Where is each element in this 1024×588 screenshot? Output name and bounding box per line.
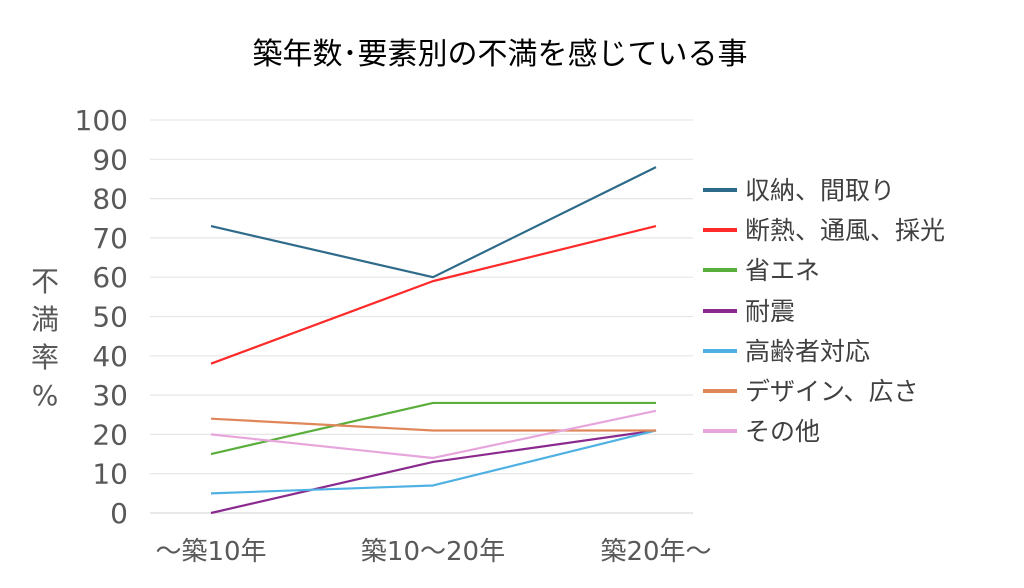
- x-tick-label: 築10～20年: [361, 537, 505, 567]
- legend: 収納、間取り 断熱、通風、採光 省エネ 耐震 高齢者対応 デザイン、広さ その他: [703, 176, 945, 446]
- series-line: [210, 166, 657, 279]
- series-line: [210, 409, 657, 460]
- y-tick-label: 70: [92, 222, 128, 255]
- legend-label: デザイン、広さ: [745, 377, 919, 406]
- grid-lines: [150, 119, 693, 514]
- legend-item: デザイン、広さ: [703, 377, 919, 406]
- y-tick-label: 40: [92, 340, 128, 373]
- legend-item: 断熱、通風、採光: [703, 216, 945, 245]
- y-axis-label-char: 率: [31, 341, 59, 374]
- y-axis-label-char: 満: [31, 303, 59, 336]
- legend-item: その他: [703, 417, 820, 446]
- y-tick-label: 60: [92, 261, 128, 294]
- y-axis-label-char: 不: [31, 265, 59, 298]
- y-tick-label: 80: [92, 183, 128, 216]
- legend-item: 高齢者対応: [703, 337, 870, 366]
- series-line: [210, 429, 657, 515]
- legend-label: 省エネ: [745, 256, 820, 285]
- legend-item: 収納、間取り: [703, 176, 895, 205]
- y-tick-label: 10: [92, 458, 128, 491]
- series-line: [210, 429, 657, 495]
- legend-label: その他: [745, 417, 820, 446]
- series-line: [210, 225, 657, 365]
- series-lines: [210, 166, 657, 515]
- legend-label: 耐震: [745, 297, 795, 326]
- y-axis-label-char: %: [32, 379, 59, 412]
- legend-label: 高齢者対応: [745, 337, 870, 366]
- series-line: [210, 401, 656, 456]
- legend-item: 耐震: [703, 297, 795, 326]
- y-tick-label: 90: [92, 143, 128, 176]
- y-axis-label: 不 満 率 %: [31, 265, 59, 412]
- y-tick-label: 20: [92, 418, 128, 451]
- x-tick-label: 築20年～: [600, 537, 711, 567]
- series-line: [210, 417, 656, 432]
- x-tick-label: ～築10年: [155, 537, 266, 567]
- chart-title: 築年数･要素別の不満を感じている事: [253, 37, 748, 72]
- x-axis-ticks: ～築10年 築10～20年 築20年～: [155, 537, 711, 567]
- y-tick-label: 0: [110, 497, 128, 530]
- legend-item: 省エネ: [703, 256, 820, 285]
- y-axis-ticks: 0 10 20 30 40 50 60 70 80 90 100: [75, 104, 128, 530]
- y-tick-label: 100: [75, 104, 128, 137]
- legend-label: 収納、間取り: [745, 176, 895, 205]
- legend-label: 断熱、通風、採光: [745, 216, 945, 245]
- y-tick-label: 50: [92, 301, 128, 334]
- y-tick-label: 30: [92, 379, 128, 412]
